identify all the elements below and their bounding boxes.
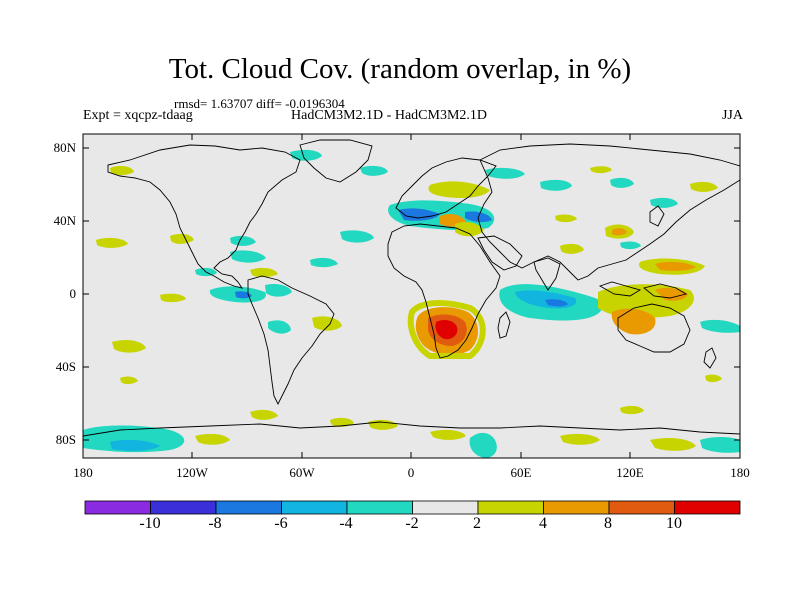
colorbar-label: 10 — [666, 515, 682, 532]
colorbar-label: -8 — [208, 515, 222, 532]
colorbar-swatch — [281, 500, 348, 515]
lon-label-180e: 180 — [730, 465, 750, 480]
coastlines — [83, 139, 740, 437]
colorbar-label: -10 — [139, 515, 161, 532]
map-title: Tot. Cloud Cov. (random overlap, in %) — [168, 53, 632, 85]
lat-label-80s: 80S — [55, 432, 76, 447]
lon-label-0: 0 — [407, 465, 415, 480]
stats-text: rmsd= 1.63707 diff= -0.0196304 — [174, 96, 345, 111]
colorbar-swatch — [215, 500, 282, 515]
colorbar-label: 4 — [539, 515, 547, 532]
lat-label-40s: 40S — [55, 359, 76, 374]
colorbar-label: -4 — [339, 515, 353, 532]
colorbar-swatch — [150, 500, 217, 515]
colorbar-label: 2 — [473, 515, 481, 532]
colorbar-swatch — [543, 500, 610, 515]
colorbar — [84, 500, 741, 515]
lon-label-180w: 180 — [73, 465, 93, 480]
colorbar-label: -2 — [405, 515, 419, 532]
colorbar-swatch — [84, 500, 151, 515]
colorbar-swatch — [608, 500, 675, 515]
lat-label-40n: 40N — [53, 213, 76, 228]
colorbar-label: -6 — [274, 515, 288, 532]
lat-label-eq: 0 — [69, 286, 77, 301]
colorbar-swatch — [477, 500, 544, 515]
colorbar-swatch — [346, 500, 413, 515]
season-label: JJA — [721, 108, 743, 123]
map-frame — [82, 133, 741, 459]
lon-label-60w: 60W — [289, 465, 315, 480]
lat-label-80n: 80N — [53, 140, 76, 155]
models-label: HadCM3M2.1D - HadCM3M2.1D — [291, 108, 487, 123]
lon-label-60e: 60E — [510, 465, 532, 480]
colorbar-swatch — [674, 500, 741, 515]
colorbar-swatch — [412, 500, 479, 515]
lon-label-120e: 120E — [616, 465, 644, 480]
colorbar-label: 8 — [604, 515, 612, 532]
lon-label-120w: 120W — [176, 465, 208, 480]
experiment-label: Expt = xqcpz-tdaag — [83, 108, 193, 123]
